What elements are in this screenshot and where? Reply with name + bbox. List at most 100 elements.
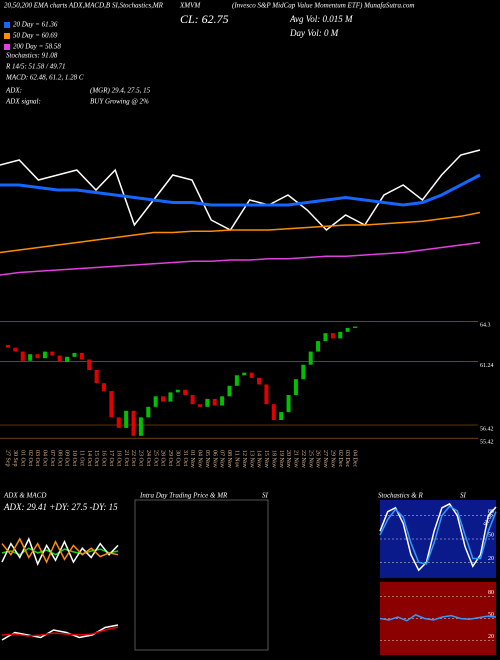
date-label: 30 Sep [12,450,18,467]
header-text: 20,50,200 EMA charts ADX,MACD,B [4,2,111,10]
candle-body [124,410,129,428]
date-label: 12 Nov [241,450,247,468]
candle-body [87,359,92,370]
candle-body [116,417,121,428]
annotation: 91.08 [483,513,495,528]
legend-label: 20 Day = 61.36 [13,21,58,29]
candle-body [94,370,99,384]
candle-body [227,385,232,397]
stochastics: Stochastics: 91.08 [6,52,58,60]
date-label: 11 Oct [78,450,84,466]
series-line [0,211,481,254]
date-label: 01 Nov [189,450,195,468]
series-line [379,614,497,622]
adx-signal: BUY Growing @ 2% [90,98,149,106]
candle-body [308,351,313,365]
date-label: 04 Nov [197,450,203,468]
series-line [1,624,119,641]
date-label: 23 Oct [138,450,144,466]
date-label: 09 Oct [64,450,70,466]
candle-body [257,377,262,385]
date-label: 14 Oct [86,450,92,466]
symbol: XMVM [179,2,201,10]
date-label: 14 Nov [256,450,262,468]
date-label: 06 Nov [211,450,217,468]
series-line [0,241,481,276]
date-label: 27 Nov [322,450,328,468]
candle-body [220,396,225,406]
date-label: 15 Oct [93,450,99,466]
y-tick-label: 80 [488,590,494,596]
date-label: 17 Oct [108,450,114,466]
candle-body [35,354,40,359]
date-label: 25 Nov [307,450,313,468]
date-label: 07 Nov [219,450,225,468]
day-vol: Day Vol: 0 M [289,28,339,38]
candle-body [20,351,25,361]
candle-body [131,410,136,436]
candle-body [13,347,18,352]
candle-body [242,372,247,376]
date-label: 21 Oct [123,450,129,466]
legend-swatch [4,44,10,50]
candle-body [65,356,70,363]
candle-body [161,396,166,402]
candle-body [301,364,306,380]
date-label: 08 Oct [56,450,62,466]
candle-body [271,404,276,420]
candle-body [146,406,151,418]
candle-body [101,383,106,392]
candle-body [279,412,284,420]
series-line [0,149,481,232]
candle-body [79,352,84,360]
candle-body [234,375,239,386]
panel-subtitle: ADX: 29.41 +DY: 27.5 -DY: 15 [3,502,118,512]
series-line [1,626,119,637]
date-label: 03 Dec [344,450,350,467]
panel-title: ADX & MACD [3,492,46,500]
panel-subtitle: SI [262,492,269,500]
panel-subtitle: SI [460,492,467,500]
series-line [379,505,497,565]
candle-body [57,355,62,363]
date-label: 13 Nov [248,450,254,468]
y-tick-label: 50 [488,532,494,538]
candle-body [72,352,77,357]
date-label: 02 Oct [27,450,33,466]
y-tick-label: 50 [488,612,494,618]
candle-body [323,333,328,342]
rsi: R 14/5: 51.58 / 49.71 [5,63,66,71]
candle-body [345,327,350,332]
date-label: 05 Nov [204,450,210,468]
date-label: 18 Oct [115,450,121,466]
candle-body [175,389,180,393]
candle-body [205,398,210,407]
date-label: 04 Oct [42,450,48,466]
candle-body [6,345,10,348]
adx-values: (MGR) 29.4, 27.5, 15 [90,87,151,95]
legend-label: 200 Day = 58.58 [13,43,61,51]
adx-label: ADX: [5,87,22,95]
y-tick-label: 61.24 [480,363,494,369]
date-label: 29 Oct [167,450,173,466]
date-label: 24 Oct [145,450,151,466]
date-label: 30 Oct [174,450,180,466]
date-label: 18 Nov [270,450,276,468]
avg-vol: Avg Vol: 0.015 M [289,14,353,24]
candle-body [316,341,321,352]
date-label: 31 Oct [182,450,188,466]
y-tick-label: 55.42 [480,440,494,446]
date-label: 04 Dec [352,450,358,467]
date-label: 20 Nov [285,450,291,468]
date-label: 03 Oct [34,450,40,466]
legend-swatch [4,33,10,39]
date-label: 28 Oct [160,450,166,466]
candle-body [109,391,114,418]
date-label: 15 Nov [263,450,269,468]
close: CL: 62.75 [180,12,229,26]
intraday-box [134,499,269,651]
header-text: SI,Stochastics,MR [112,2,164,10]
candle-body [42,351,47,359]
candle-body [28,354,33,361]
